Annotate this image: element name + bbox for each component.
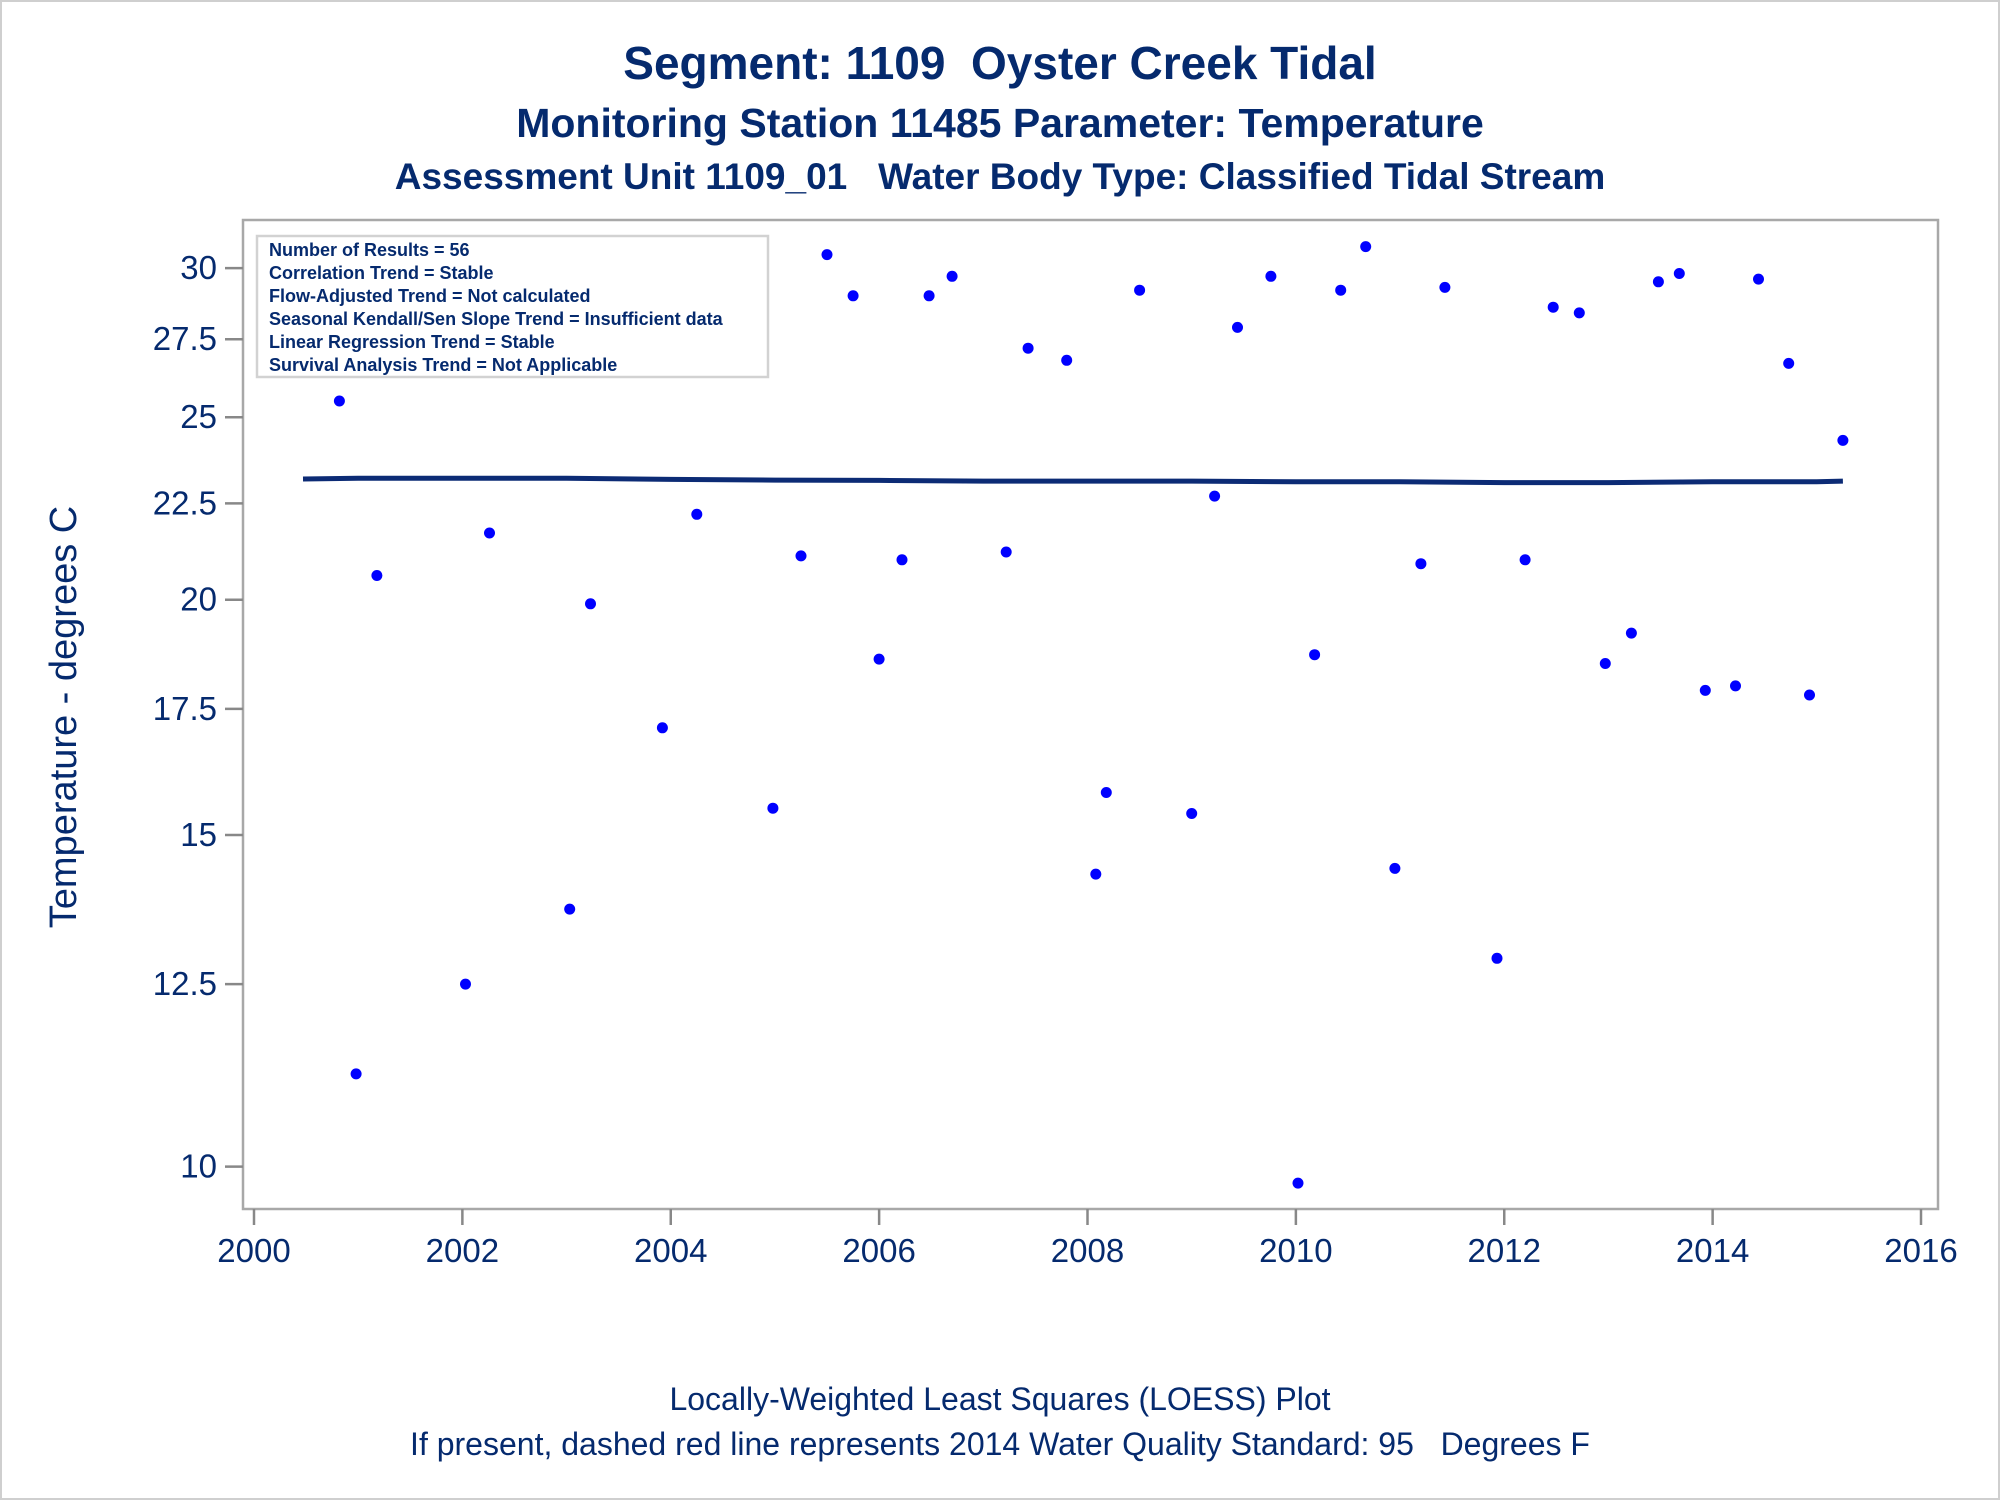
y-tick-label: 22.5 bbox=[153, 484, 217, 521]
scatter-series bbox=[297, 241, 1849, 1189]
x-tick-label: 2000 bbox=[217, 1232, 290, 1269]
trend-summary-box: Number of Results = 56 Correlation Trend … bbox=[255, 234, 770, 379]
x-axis: 2000 2002 2004 2006 2008 2010 2012 2014 2016 bbox=[217, 1209, 1958, 1269]
data-point bbox=[1804, 689, 1815, 701]
data-point bbox=[1309, 649, 1321, 661]
chart-title: Segment: 1109 Oyster Creek Tidal bbox=[623, 37, 1377, 89]
data-point bbox=[1292, 1177, 1304, 1189]
data-point bbox=[1699, 684, 1711, 696]
loess-line bbox=[302, 475, 1843, 486]
data-point bbox=[1134, 284, 1146, 296]
data-point bbox=[795, 550, 807, 562]
trend-summary-line: Survival Analysis Trend = Not Applicable bbox=[269, 355, 617, 375]
y-tick-label: 12.5 bbox=[153, 965, 217, 1002]
data-point bbox=[1547, 301, 1559, 313]
y-tick-label: 25 bbox=[180, 398, 217, 435]
data-point bbox=[1090, 868, 1102, 880]
data-point bbox=[1415, 558, 1427, 570]
x-tick-label: 2008 bbox=[1051, 1232, 1124, 1269]
x-tick-label: 2004 bbox=[634, 1232, 707, 1269]
data-point bbox=[1625, 627, 1637, 639]
data-point bbox=[1061, 354, 1073, 366]
data-point bbox=[484, 527, 495, 539]
data-point bbox=[1265, 270, 1277, 282]
y-axis-label: Temperature - degrees C bbox=[43, 506, 85, 928]
data-point bbox=[923, 290, 935, 302]
x-tick-label: 2012 bbox=[1468, 1232, 1541, 1269]
trend-summary-line: Flow-Adjusted Trend = Not calculated bbox=[269, 286, 591, 306]
data-point bbox=[1360, 241, 1372, 253]
data-point bbox=[1209, 490, 1221, 502]
data-point bbox=[564, 903, 576, 915]
data-point bbox=[371, 570, 383, 581]
y-tick-label: 27.5 bbox=[153, 320, 217, 357]
data-point bbox=[1186, 808, 1198, 819]
data-point bbox=[847, 290, 859, 302]
y-tick-label: 17.5 bbox=[153, 690, 217, 727]
data-point bbox=[1000, 546, 1012, 558]
x-tick-label: 2016 bbox=[1884, 1232, 1957, 1269]
data-point bbox=[1100, 787, 1112, 798]
y-tick-label: 10 bbox=[180, 1148, 217, 1185]
y-tick-label: 30 bbox=[180, 249, 217, 286]
data-point bbox=[656, 722, 668, 734]
data-point bbox=[1753, 273, 1764, 285]
data-point bbox=[691, 508, 703, 520]
data-point bbox=[821, 249, 833, 261]
x-tick-label: 2006 bbox=[842, 1232, 915, 1269]
data-point bbox=[1439, 281, 1451, 293]
data-point bbox=[1652, 276, 1664, 288]
x-tick-label: 2014 bbox=[1676, 1232, 1749, 1269]
y-axis: 10 12.5 15 17.5 20 22.5 25 27.5 30 bbox=[153, 249, 243, 1185]
y-tick-label: 20 bbox=[180, 581, 217, 618]
data-point bbox=[460, 978, 471, 990]
data-point bbox=[1837, 434, 1849, 446]
data-point bbox=[896, 554, 908, 566]
plot-area bbox=[241, 218, 1940, 1211]
data-point bbox=[873, 653, 885, 665]
data-point bbox=[1335, 284, 1347, 296]
chart-subtitle: Monitoring Station 11485 Parameter: Temp… bbox=[516, 100, 1484, 146]
data-point bbox=[1232, 321, 1243, 333]
data-point bbox=[1389, 862, 1401, 874]
y-tick-label: 15 bbox=[180, 816, 217, 853]
data-point bbox=[767, 802, 779, 814]
trend-summary-line: Linear Regression Trend = Stable bbox=[269, 332, 555, 352]
x-tick-label: 2010 bbox=[1259, 1232, 1332, 1269]
data-point bbox=[1519, 554, 1531, 566]
data-point bbox=[1730, 680, 1741, 692]
footnote-loess: Locally-Weighted Least Squares (LOESS) P… bbox=[669, 1381, 1331, 1417]
footnote-standard: If present, dashed red line represents 2… bbox=[410, 1426, 1590, 1462]
data-point bbox=[1673, 268, 1685, 279]
loess-series bbox=[302, 475, 1843, 486]
data-point bbox=[946, 270, 958, 282]
trend-summary-line: Number of Results = 56 bbox=[269, 240, 470, 260]
data-point bbox=[1022, 342, 1034, 354]
data-point bbox=[585, 598, 596, 610]
trend-summary-line: Correlation Trend = Stable bbox=[269, 263, 494, 283]
data-point bbox=[1573, 307, 1585, 319]
data-point bbox=[1491, 952, 1503, 964]
data-point bbox=[1783, 357, 1795, 369]
data-point bbox=[350, 1068, 362, 1080]
trend-summary-border bbox=[255, 234, 770, 379]
trend-summary-line: Seasonal Kendall/Sen Slope Trend = Insuf… bbox=[269, 309, 724, 329]
data-point bbox=[333, 395, 345, 407]
chart-subtitle-2: Assessment Unit 1109_01 Water Body Type:… bbox=[394, 156, 1606, 197]
data-point bbox=[1599, 658, 1611, 669]
x-tick-label: 2002 bbox=[426, 1232, 499, 1269]
